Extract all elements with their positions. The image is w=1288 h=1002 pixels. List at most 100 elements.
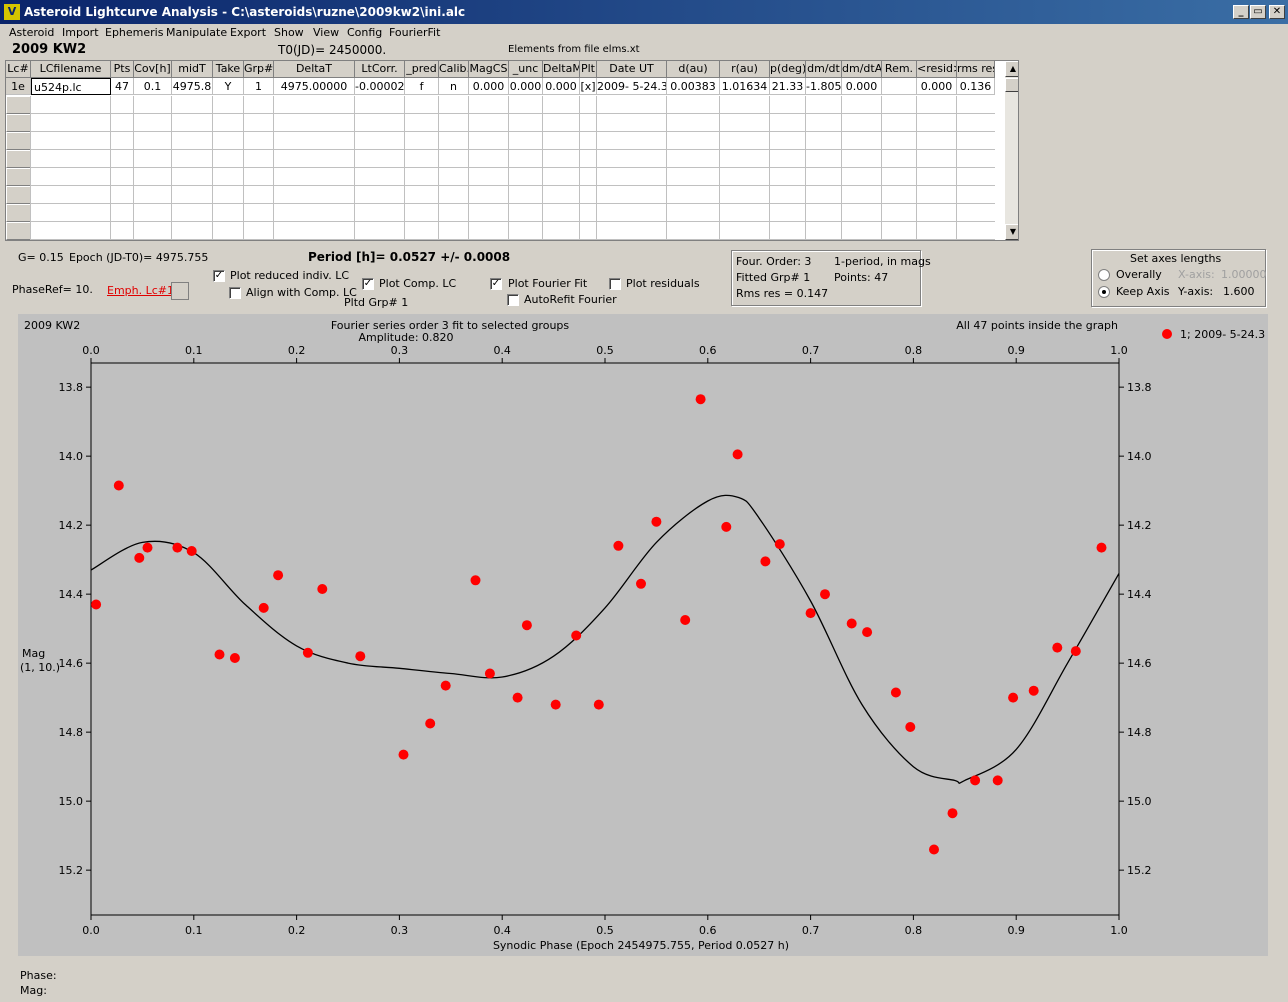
- table-cell[interactable]: [882, 78, 917, 95]
- menu-import[interactable]: Import: [62, 26, 99, 39]
- menu-ephemeris[interactable]: Ephemeris: [105, 26, 164, 39]
- table-cell[interactable]: 0.1: [134, 78, 172, 95]
- column-header[interactable]: dm/dt: [806, 61, 842, 78]
- grid-line: [133, 96, 134, 240]
- maximize-button[interactable]: ▭: [1250, 5, 1266, 19]
- column-header[interactable]: dm/dtA: [842, 61, 882, 78]
- table-cell[interactable]: 0.000: [509, 78, 543, 95]
- column-header[interactable]: Grp#: [244, 61, 274, 78]
- scroll-thumb[interactable]: [1005, 78, 1018, 92]
- chart-title: Fourier series order 3 fit to selected g…: [331, 319, 570, 332]
- x-tick-label-top: 0.5: [596, 344, 614, 357]
- column-header[interactable]: Take: [213, 61, 244, 78]
- table-cell[interactable]: n: [439, 78, 469, 95]
- column-header[interactable]: Plt: [580, 61, 597, 78]
- data-point: [91, 599, 102, 610]
- row-header[interactable]: [6, 132, 31, 150]
- overally-label: Overally: [1116, 268, 1162, 281]
- emph-lc-spinner[interactable]: [171, 282, 189, 300]
- row-header[interactable]: [6, 204, 31, 222]
- column-header[interactable]: DeltaT: [274, 61, 355, 78]
- autorefit-label: AutoRefit Fourier: [524, 293, 617, 306]
- table-cell[interactable]: 4975.8: [172, 78, 213, 95]
- column-header[interactable]: r(au): [720, 61, 770, 78]
- scroll-down-button[interactable]: ▼: [1005, 224, 1018, 240]
- menu-config[interactable]: Config: [347, 26, 383, 39]
- column-header[interactable]: d(au): [667, 61, 720, 78]
- column-header[interactable]: Rem.: [882, 61, 917, 78]
- table-cell[interactable]: 0.000: [917, 78, 957, 95]
- menu-fourierfit[interactable]: FourierFit: [389, 26, 441, 39]
- table-cell[interactable]: 0.136: [957, 78, 995, 95]
- table-cell[interactable]: 0.000: [543, 78, 580, 95]
- column-header[interactable]: _pred: [405, 61, 439, 78]
- column-header[interactable]: MagCS: [469, 61, 509, 78]
- row-header[interactable]: 1e: [6, 78, 31, 95]
- table-cell[interactable]: 0.000: [469, 78, 509, 95]
- column-header[interactable]: Date UT: [597, 61, 667, 78]
- x-tick-label-top: 1.0: [1110, 344, 1128, 357]
- column-header[interactable]: LCfilename: [31, 61, 111, 78]
- column-header[interactable]: LtCorr.: [355, 61, 405, 78]
- minimize-button[interactable]: _: [1233, 5, 1249, 19]
- autorefit-checkbox[interactable]: [507, 294, 519, 306]
- table-cell[interactable]: 4975.00000: [274, 78, 355, 95]
- plot-fourier-checkbox[interactable]: ✓: [490, 278, 502, 290]
- period-value: Period [h]= 0.0527 +/- 0.0008: [308, 250, 511, 264]
- grid-line: [243, 96, 244, 240]
- table-cell[interactable]: [x]: [580, 78, 597, 95]
- menu-export[interactable]: Export: [230, 26, 267, 39]
- data-point: [613, 540, 624, 551]
- table-cell[interactable]: Y: [213, 78, 244, 95]
- menu-view[interactable]: View: [313, 26, 340, 39]
- keep-axis-radio[interactable]: [1098, 286, 1110, 298]
- table-cell[interactable]: 0.00383: [667, 78, 720, 95]
- lightcurve-chart[interactable]: 2009 KW2 Fourier series order 3 fit to s…: [18, 314, 1268, 956]
- y-axis-value[interactable]: 1.600: [1223, 285, 1255, 298]
- table-cell[interactable]: 47: [111, 78, 134, 95]
- table-cell[interactable]: f: [405, 78, 439, 95]
- column-header[interactable]: p(deg): [770, 61, 806, 78]
- table-cell[interactable]: -1.805: [806, 78, 842, 95]
- scroll-up-button[interactable]: ▲: [1005, 61, 1018, 77]
- menu-show[interactable]: Show: [274, 26, 304, 39]
- column-header[interactable]: Pts: [111, 61, 134, 78]
- lightcurve-table[interactable]: Lc# LCfilename Pts Cov[h] midT Take Grp# DeltaT…: [5, 60, 1019, 241]
- table-cell[interactable]: u524p.lc: [31, 78, 111, 95]
- emph-lc-link[interactable]: Emph. Lc#1:: [107, 284, 178, 297]
- column-header[interactable]: midT: [172, 61, 213, 78]
- overally-radio[interactable]: [1098, 269, 1110, 281]
- row-header[interactable]: [6, 96, 31, 114]
- row-header[interactable]: [6, 114, 31, 132]
- table-cell[interactable]: 2009- 5-24.3: [597, 78, 667, 95]
- plot-reduced-checkbox[interactable]: ✓: [213, 270, 225, 282]
- close-button[interactable]: ✕: [1269, 5, 1285, 19]
- column-header[interactable]: <resid>: [917, 61, 957, 78]
- table-cell[interactable]: 1.01634: [720, 78, 770, 95]
- grid-line: [31, 131, 995, 132]
- plot-comp-checkbox[interactable]: ✓: [362, 278, 374, 290]
- column-header[interactable]: DeltaM: [543, 61, 580, 78]
- plot-residuals-checkbox[interactable]: [609, 278, 621, 290]
- row-header[interactable]: [6, 168, 31, 186]
- table-scrollbar[interactable]: ▲ ▼: [1004, 61, 1018, 240]
- row-header[interactable]: [6, 150, 31, 168]
- lightcurve-plot-panel[interactable]: 2009 KW2 Fourier series order 3 fit to s…: [18, 314, 1268, 956]
- column-header[interactable]: Calib.: [439, 61, 469, 78]
- grid-line: [579, 96, 580, 240]
- table-cell[interactable]: 21.33: [770, 78, 806, 95]
- row-header[interactable]: [6, 222, 31, 240]
- menu-manipulate[interactable]: Manipulate: [166, 26, 228, 39]
- table-cell[interactable]: -0.00002: [355, 78, 405, 95]
- column-header[interactable]: _unc: [509, 61, 543, 78]
- x-axis-value[interactable]: 1.00000: [1221, 268, 1267, 281]
- table-cell[interactable]: 1: [244, 78, 274, 95]
- menu-asteroid[interactable]: Asteroid: [9, 26, 55, 39]
- grid-line: [212, 96, 213, 240]
- column-header[interactable]: rms res: [957, 61, 995, 78]
- column-header[interactable]: Lc#: [6, 61, 31, 78]
- table-cell[interactable]: 0.000: [842, 78, 882, 95]
- align-comp-checkbox[interactable]: [229, 287, 241, 299]
- column-header[interactable]: Cov[h]: [134, 61, 172, 78]
- row-header[interactable]: [6, 186, 31, 204]
